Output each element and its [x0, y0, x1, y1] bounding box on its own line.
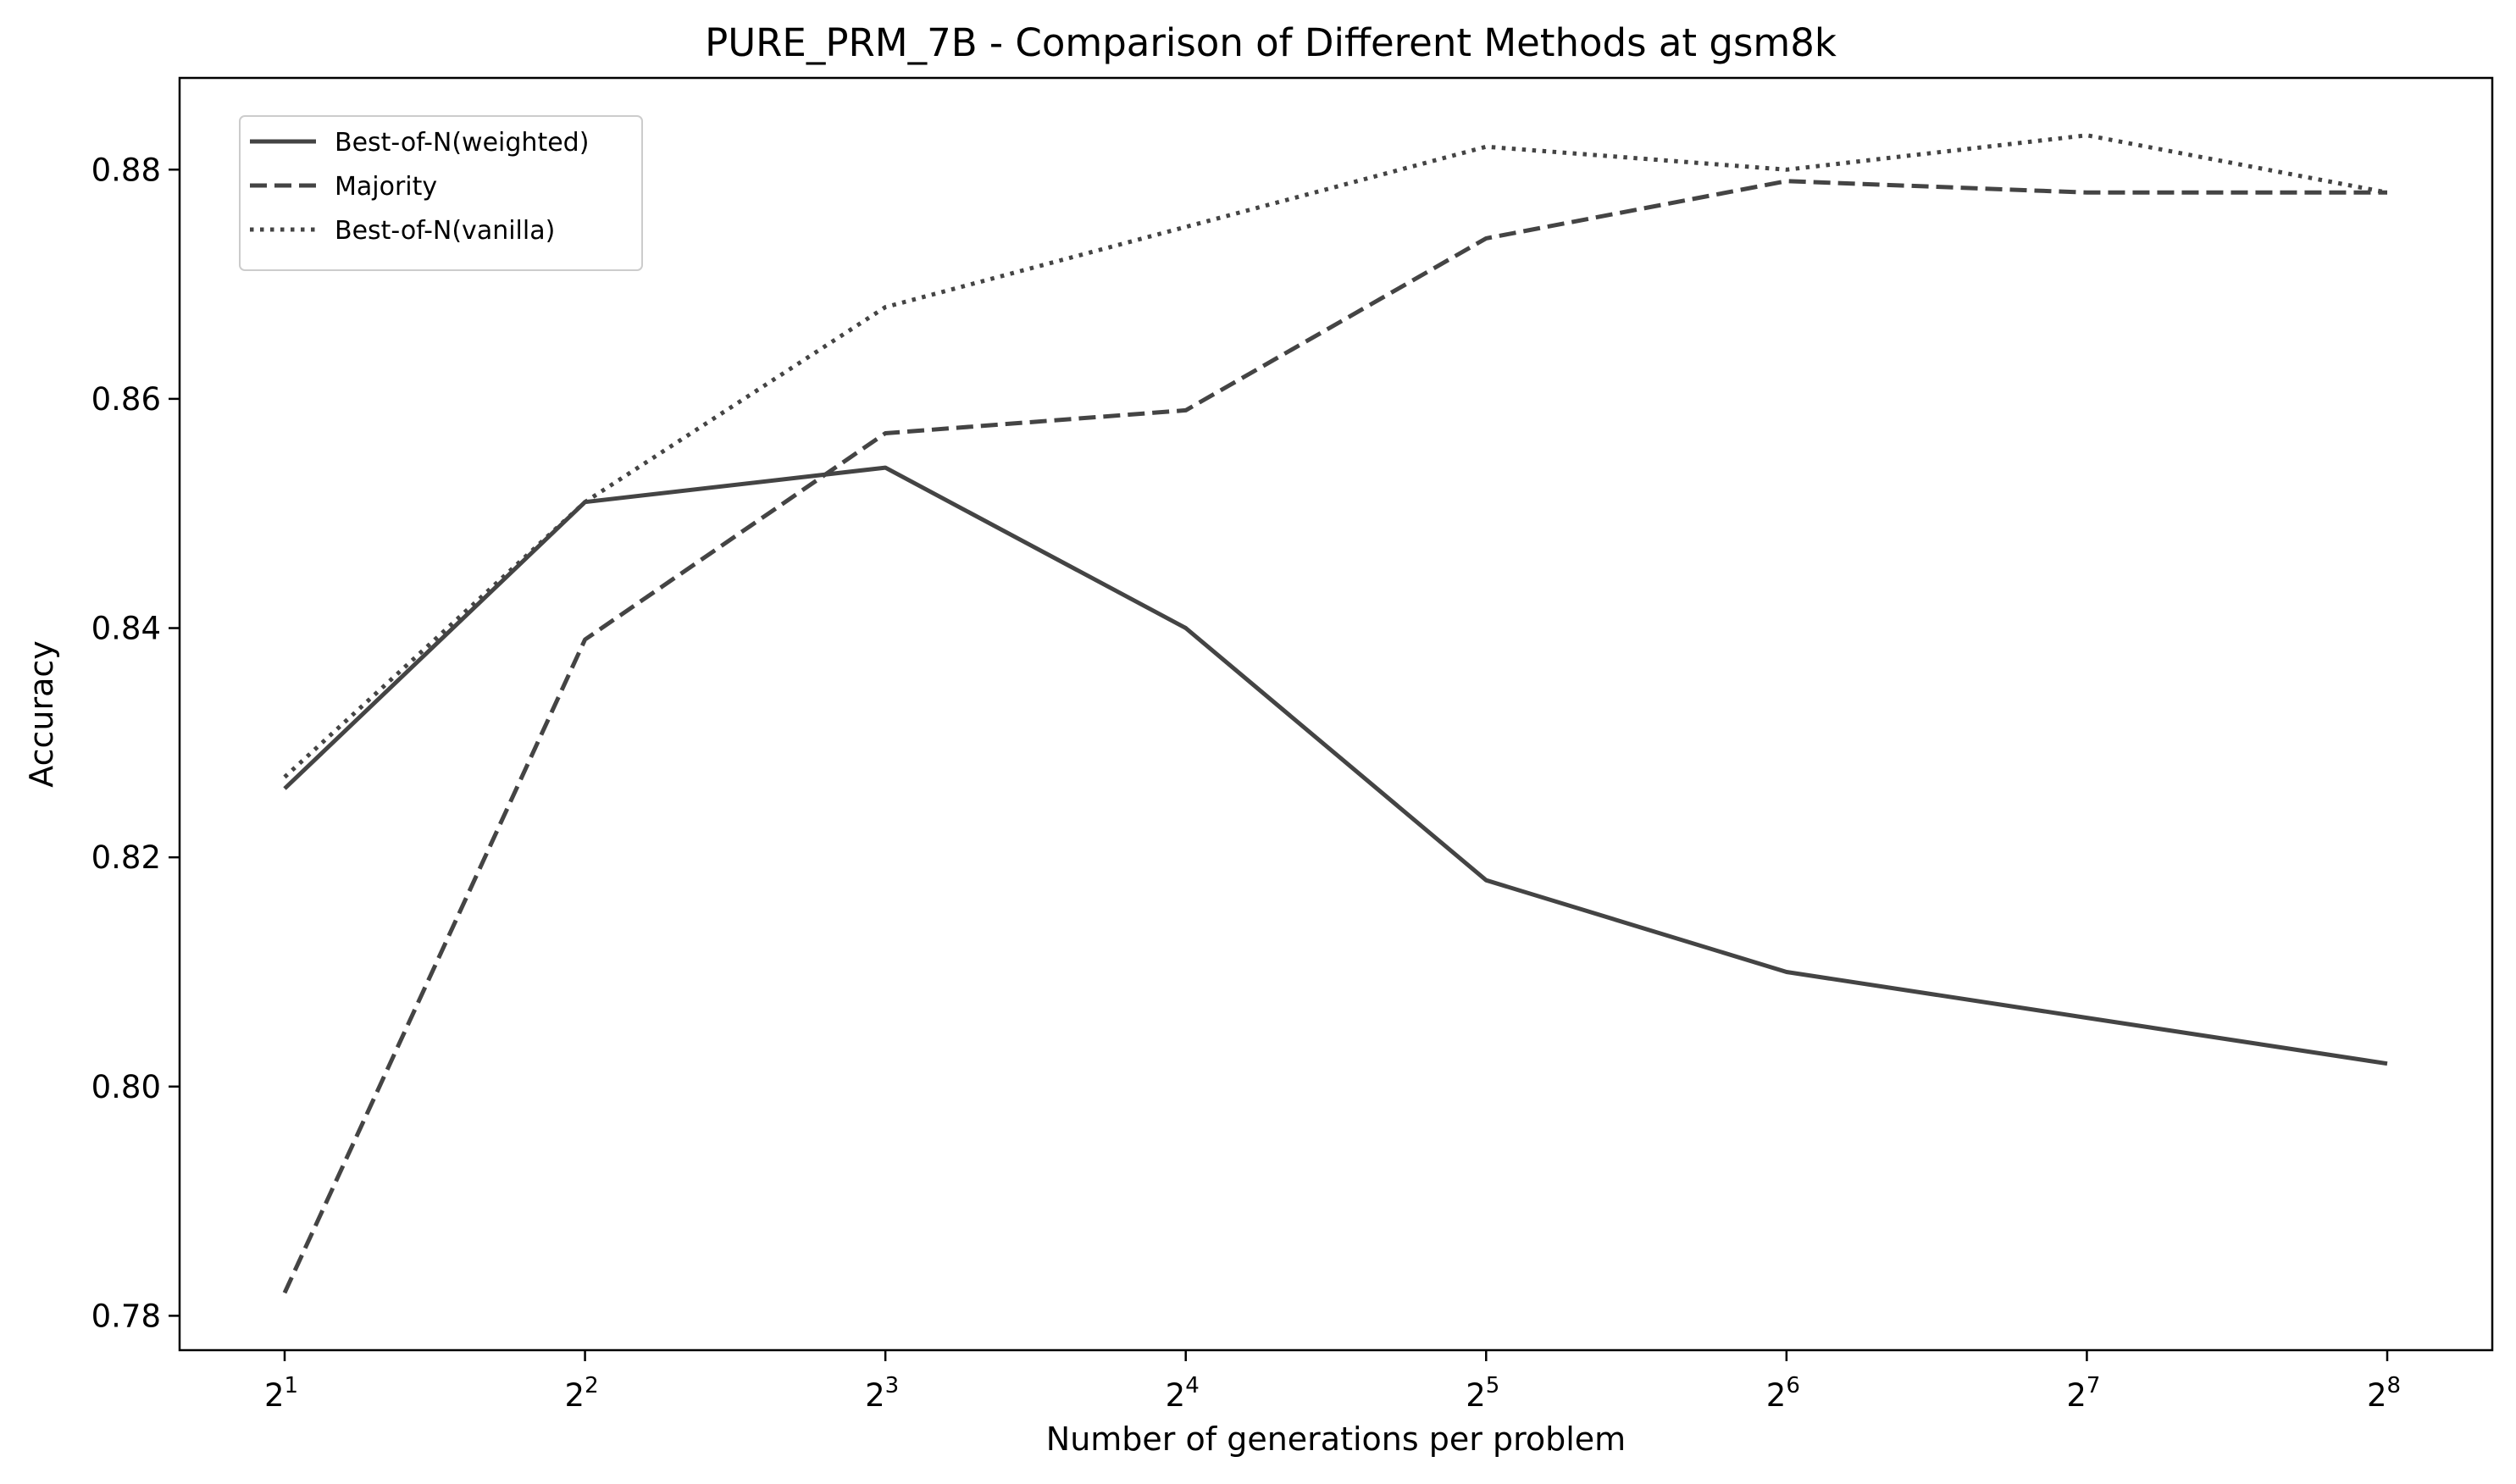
series-line-2: [283, 133, 2388, 779]
y-tick-label: 0.86: [91, 381, 161, 418]
legend-label-2: Best-of-N(vanilla): [335, 216, 555, 246]
x-tick-label: 24: [1166, 1373, 1200, 1414]
legend: Best-of-N(weighted) Majority Best-of-N(van…: [239, 115, 643, 271]
x-tick-label: 28: [2367, 1373, 2401, 1414]
x-tick-label: 22: [565, 1373, 599, 1414]
legend-label-0: Best-of-N(weighted): [335, 128, 589, 158]
x-tick-label: 27: [2066, 1373, 2100, 1414]
x-tick-label: 23: [865, 1373, 899, 1414]
y-axis: 0.78 0.80 0.82 0.84 0.86 0.88: [91, 152, 180, 1334]
y-axis-label: Accuracy: [23, 640, 60, 788]
chart-title: PURE_PRM_7B - Comparison of Different Me…: [705, 20, 1837, 65]
x-tick-label: 21: [264, 1373, 298, 1414]
x-axis-label: Number of generations per problem: [1046, 1420, 1626, 1458]
y-tick-label: 0.84: [91, 611, 161, 647]
x-tick-label: 26: [1766, 1373, 1800, 1414]
x-tick-label: 25: [1466, 1373, 1499, 1414]
plot-area: [282, 133, 2388, 1294]
series-line-0: [283, 465, 2388, 1066]
legend-label-1: Majority: [335, 172, 437, 202]
x-axis: 21 22 23 24 25 26 27 28: [264, 1350, 2401, 1414]
y-tick-label: 0.78: [91, 1298, 161, 1334]
y-tick-label: 0.88: [91, 152, 161, 188]
y-tick-label: 0.82: [91, 839, 161, 876]
legend-box: [239, 115, 643, 271]
plot-frame: [178, 76, 2494, 1352]
y-tick-label: 0.80: [91, 1069, 161, 1105]
series-line-1: [282, 179, 2387, 1294]
